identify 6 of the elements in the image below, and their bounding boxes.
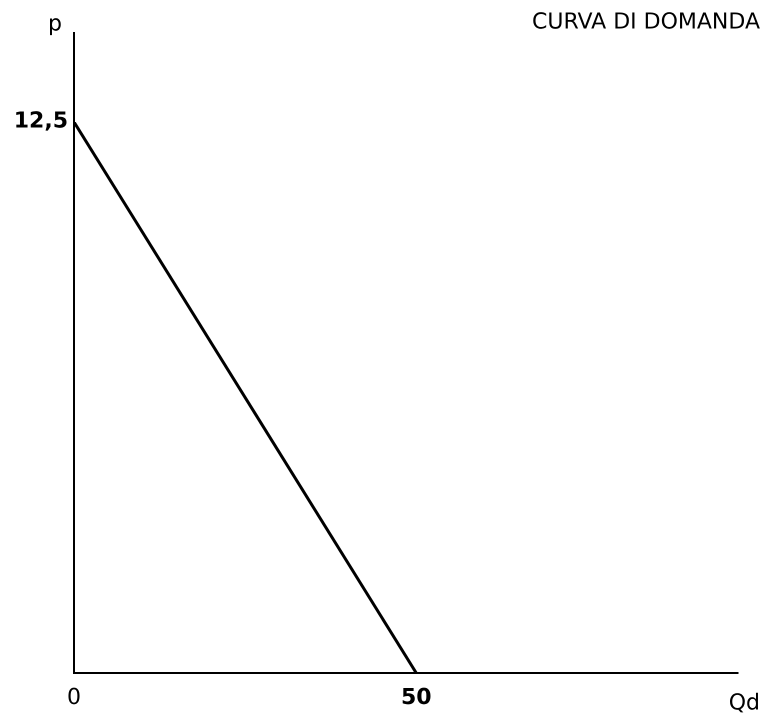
x-axis-title: Qd bbox=[728, 690, 760, 716]
chart-title: CURVA DI DOMANDA bbox=[532, 10, 760, 35]
x-tick-label: 0 bbox=[67, 684, 81, 710]
y-axis-title: p bbox=[48, 12, 62, 37]
text: 12,5 bbox=[14, 108, 68, 134]
x-tick-label: 50 bbox=[400, 684, 432, 710]
